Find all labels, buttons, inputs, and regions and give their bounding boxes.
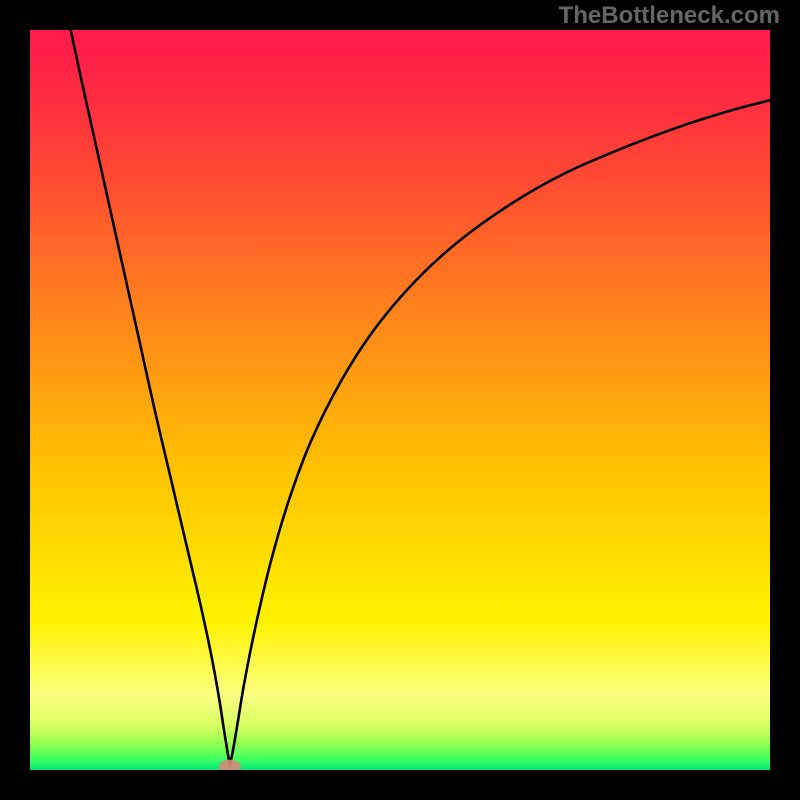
chart-frame: TheBottleneck.com [0, 0, 800, 800]
watermark-text: TheBottleneck.com [559, 2, 780, 30]
curve-right-branch [230, 100, 770, 765]
curve-left-branch [71, 30, 230, 766]
bottleneck-curve [30, 30, 770, 770]
plot-area [30, 30, 770, 770]
optimal-marker [219, 760, 241, 770]
